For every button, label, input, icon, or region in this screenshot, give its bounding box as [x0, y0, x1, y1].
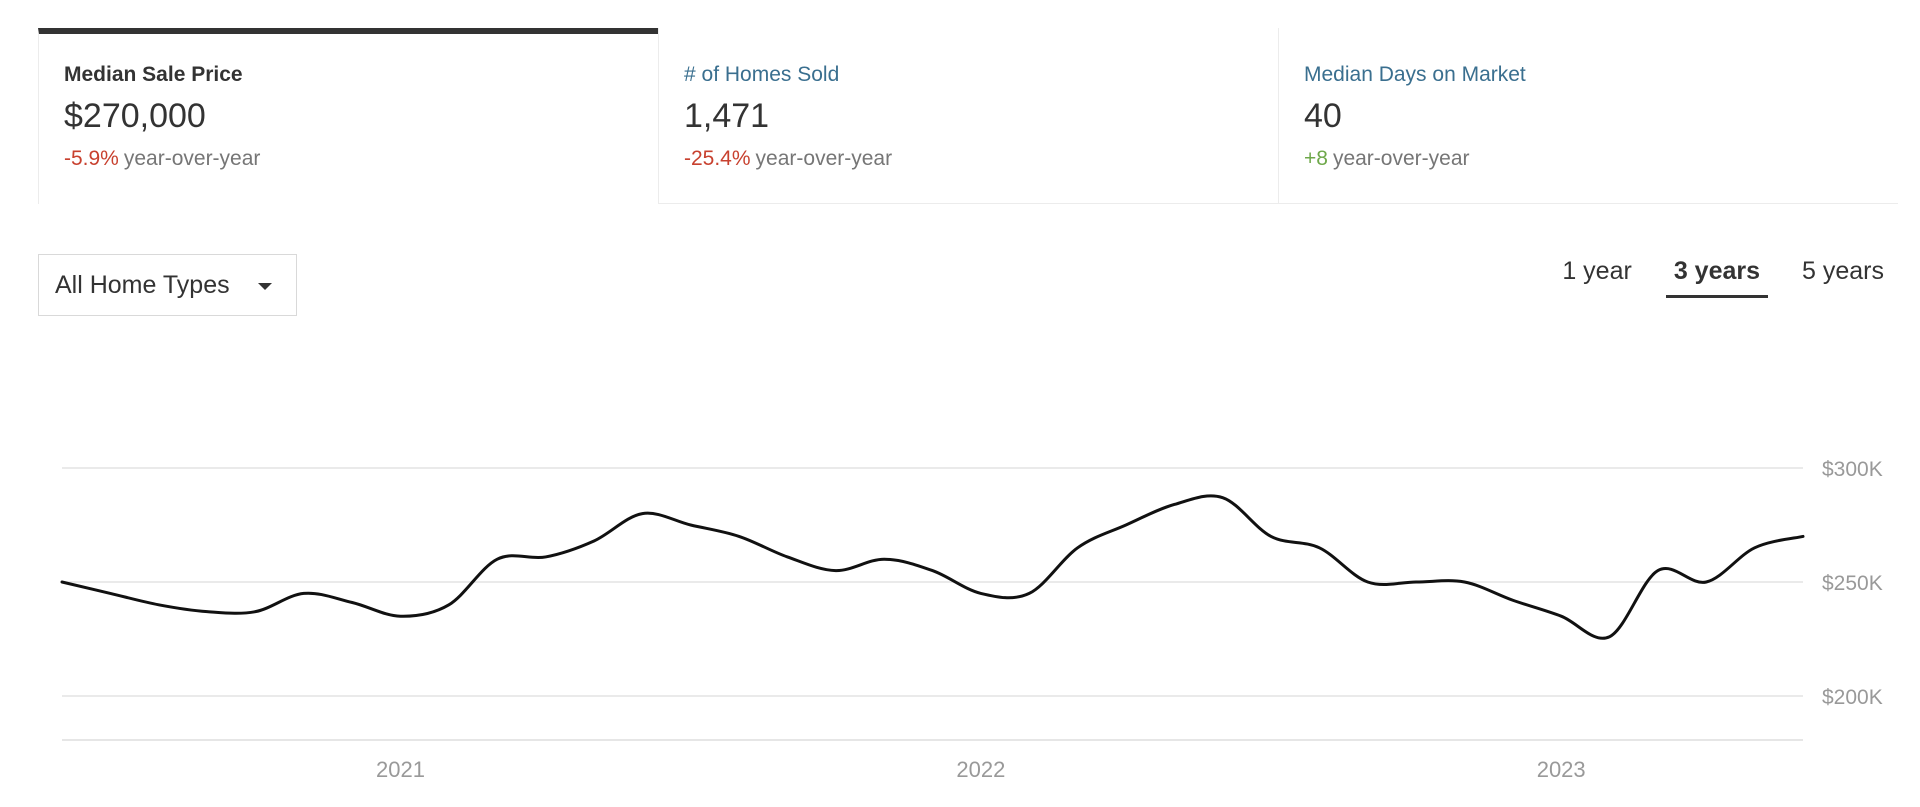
tab-median-sale-price[interactable]: Median Sale Price $270,000 -5.9% year-ove…: [38, 28, 658, 204]
data-point: [108, 591, 112, 595]
data-point: [1559, 614, 1563, 618]
data-point: [157, 603, 161, 607]
data-point: [834, 569, 838, 573]
data-point: [544, 555, 548, 559]
data-point: [689, 523, 693, 527]
change-percent: +8: [1304, 147, 1328, 170]
change-percent: -25.4%: [684, 147, 751, 170]
tab-median-days-on-market[interactable]: Median Days on Market 40 +8 year-over-yea…: [1278, 28, 1898, 204]
data-point: [979, 591, 983, 595]
metric-change: -5.9% year-over-year: [64, 146, 633, 172]
data-point: [1462, 580, 1466, 584]
data-point: [1269, 534, 1273, 538]
metric-title: Median Days on Market: [1304, 63, 1526, 86]
home-type-label: All Home Types: [55, 270, 230, 299]
metric-change: +8 year-over-year: [1304, 146, 1873, 172]
data-point: [447, 603, 451, 607]
y-tick-label: $250K: [1822, 572, 1883, 595]
x-tick-label: 2023: [1537, 757, 1586, 782]
data-point: [1656, 569, 1660, 573]
range-3-years[interactable]: 3 years: [1665, 254, 1769, 298]
change-percent: -5.9%: [64, 147, 119, 170]
data-point: [350, 601, 354, 605]
data-point: [60, 580, 64, 584]
y-tick-label: $300K: [1822, 458, 1883, 481]
x-tick-label: 2021: [376, 757, 425, 782]
data-point: [302, 591, 306, 595]
data-point: [1608, 635, 1612, 639]
metric-value: 1,471: [684, 97, 770, 135]
data-point: [1753, 546, 1757, 550]
data-point: [1076, 546, 1080, 550]
data-point: [495, 557, 499, 561]
tab-homes-sold[interactable]: # of Homes Sold 1,471 -25.4% year-over-ye…: [658, 28, 1278, 204]
data-point: [1124, 523, 1128, 527]
price-series-line: [60, 494, 1805, 640]
data-point: [737, 534, 741, 538]
change-suffix: year-over-year: [123, 147, 261, 170]
data-point: [931, 569, 935, 573]
metric-tabs: Median Sale Price $270,000 -5.9% year-ove…: [38, 28, 1898, 204]
data-point: [1704, 580, 1708, 584]
data-point: [1511, 598, 1515, 602]
data-point: [1801, 534, 1805, 538]
range-1-year[interactable]: 1 year: [1562, 257, 1632, 285]
metric-title: # of Homes Sold: [684, 63, 840, 86]
metric-title: Median Sale Price: [64, 63, 243, 86]
data-point: [205, 610, 209, 614]
data-point: [640, 512, 644, 516]
y-tick-label: $200K: [1822, 686, 1883, 709]
data-point: [785, 555, 789, 559]
data-point: [1366, 580, 1370, 584]
data-point: [253, 610, 257, 614]
metric-value: 40: [1304, 97, 1342, 135]
median-sale-price-chart: $300K $250K $200K 2021 2022 2023: [0, 430, 1920, 807]
data-point: [1027, 591, 1031, 595]
home-type-dropdown[interactable]: All Home Types: [38, 254, 297, 316]
metric-value: $270,000: [64, 97, 206, 135]
data-point: [1172, 502, 1176, 506]
data-point: [1221, 496, 1225, 500]
x-tick-label: 2022: [956, 757, 1005, 782]
data-point: [1414, 580, 1418, 584]
time-range-tabs: 1 year 3 years 5 years: [1528, 254, 1892, 302]
data-point: [1317, 546, 1321, 550]
metric-change: -25.4% year-over-year: [684, 146, 1253, 172]
caret-down-icon: [258, 283, 272, 290]
data-point: [399, 614, 403, 618]
data-point: [882, 557, 886, 561]
data-point: [592, 539, 596, 543]
chart-svg: $300K $250K $200K 2021 2022 2023: [60, 458, 1883, 782]
change-suffix: year-over-year: [1332, 147, 1470, 170]
change-suffix: year-over-year: [755, 147, 893, 170]
range-5-years[interactable]: 5 years: [1802, 257, 1884, 285]
